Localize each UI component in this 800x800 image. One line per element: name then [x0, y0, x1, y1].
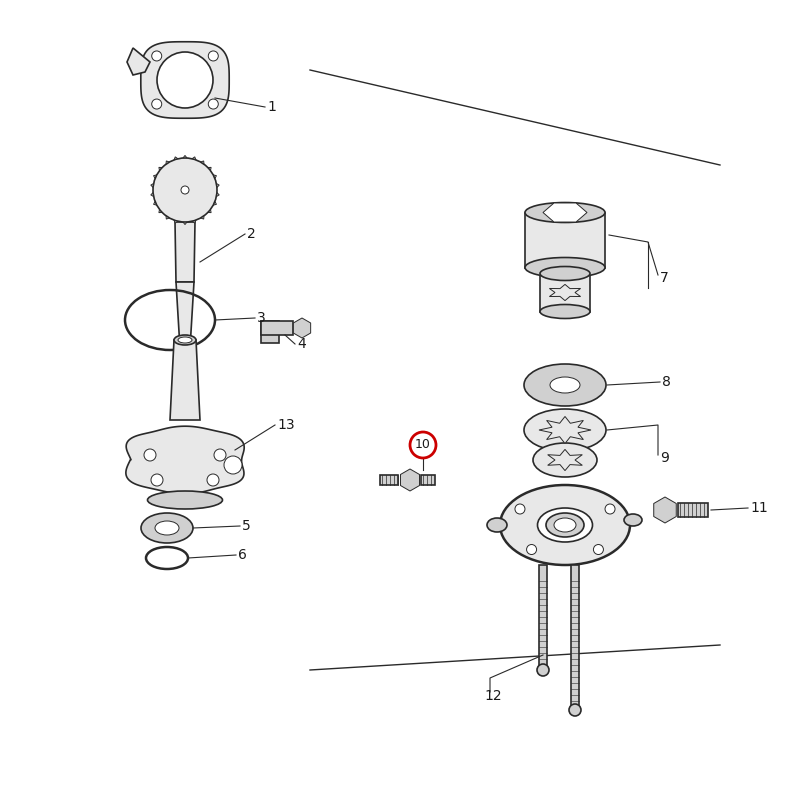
Text: 7: 7: [660, 271, 669, 285]
Polygon shape: [175, 222, 195, 282]
Circle shape: [208, 99, 218, 109]
Ellipse shape: [487, 518, 507, 532]
Polygon shape: [150, 155, 219, 225]
Ellipse shape: [550, 377, 580, 393]
Circle shape: [153, 158, 217, 222]
Ellipse shape: [141, 513, 193, 543]
Ellipse shape: [525, 202, 605, 222]
Polygon shape: [294, 318, 310, 338]
Ellipse shape: [624, 514, 642, 526]
Circle shape: [152, 99, 162, 109]
Circle shape: [151, 474, 163, 486]
Polygon shape: [126, 426, 244, 494]
Ellipse shape: [524, 409, 606, 451]
FancyBboxPatch shape: [539, 565, 547, 670]
Polygon shape: [176, 282, 194, 365]
Circle shape: [207, 474, 219, 486]
Ellipse shape: [155, 521, 179, 535]
Circle shape: [594, 545, 603, 554]
Text: 13: 13: [277, 418, 294, 432]
Text: 9: 9: [660, 451, 669, 465]
Polygon shape: [550, 284, 581, 301]
Ellipse shape: [554, 518, 576, 532]
Circle shape: [537, 664, 549, 676]
FancyBboxPatch shape: [571, 565, 579, 710]
Text: 5: 5: [242, 519, 250, 533]
Polygon shape: [127, 48, 150, 75]
Polygon shape: [401, 469, 419, 491]
Ellipse shape: [524, 364, 606, 406]
Text: 8: 8: [662, 375, 671, 389]
FancyBboxPatch shape: [261, 321, 293, 335]
FancyBboxPatch shape: [525, 213, 605, 267]
Ellipse shape: [525, 258, 605, 278]
Circle shape: [157, 52, 213, 108]
Ellipse shape: [538, 508, 593, 542]
Ellipse shape: [147, 491, 222, 509]
Circle shape: [224, 456, 242, 474]
Polygon shape: [654, 497, 676, 523]
Ellipse shape: [540, 266, 590, 281]
Ellipse shape: [546, 513, 584, 537]
Ellipse shape: [500, 485, 630, 565]
FancyBboxPatch shape: [261, 321, 279, 343]
Polygon shape: [539, 417, 591, 443]
Polygon shape: [543, 203, 587, 222]
Circle shape: [208, 51, 218, 61]
Text: 3: 3: [257, 311, 266, 325]
Circle shape: [152, 51, 162, 61]
Circle shape: [515, 504, 525, 514]
Ellipse shape: [178, 337, 192, 343]
Circle shape: [181, 186, 189, 194]
Text: 4: 4: [297, 337, 306, 351]
FancyBboxPatch shape: [540, 274, 590, 311]
Polygon shape: [170, 340, 200, 420]
Text: 11: 11: [750, 501, 768, 515]
Ellipse shape: [533, 443, 597, 477]
Ellipse shape: [174, 335, 196, 345]
Circle shape: [526, 545, 537, 554]
Circle shape: [569, 704, 581, 716]
Text: 2: 2: [247, 227, 256, 241]
Ellipse shape: [540, 305, 590, 318]
Text: 12: 12: [484, 689, 502, 703]
Text: 1: 1: [267, 100, 276, 114]
Text: 10: 10: [415, 438, 431, 451]
Polygon shape: [548, 450, 582, 470]
FancyBboxPatch shape: [380, 475, 398, 485]
Circle shape: [214, 449, 226, 461]
FancyBboxPatch shape: [421, 475, 435, 485]
Polygon shape: [141, 42, 229, 118]
FancyBboxPatch shape: [678, 503, 708, 517]
Text: 6: 6: [238, 548, 247, 562]
Circle shape: [144, 449, 156, 461]
Circle shape: [605, 504, 615, 514]
